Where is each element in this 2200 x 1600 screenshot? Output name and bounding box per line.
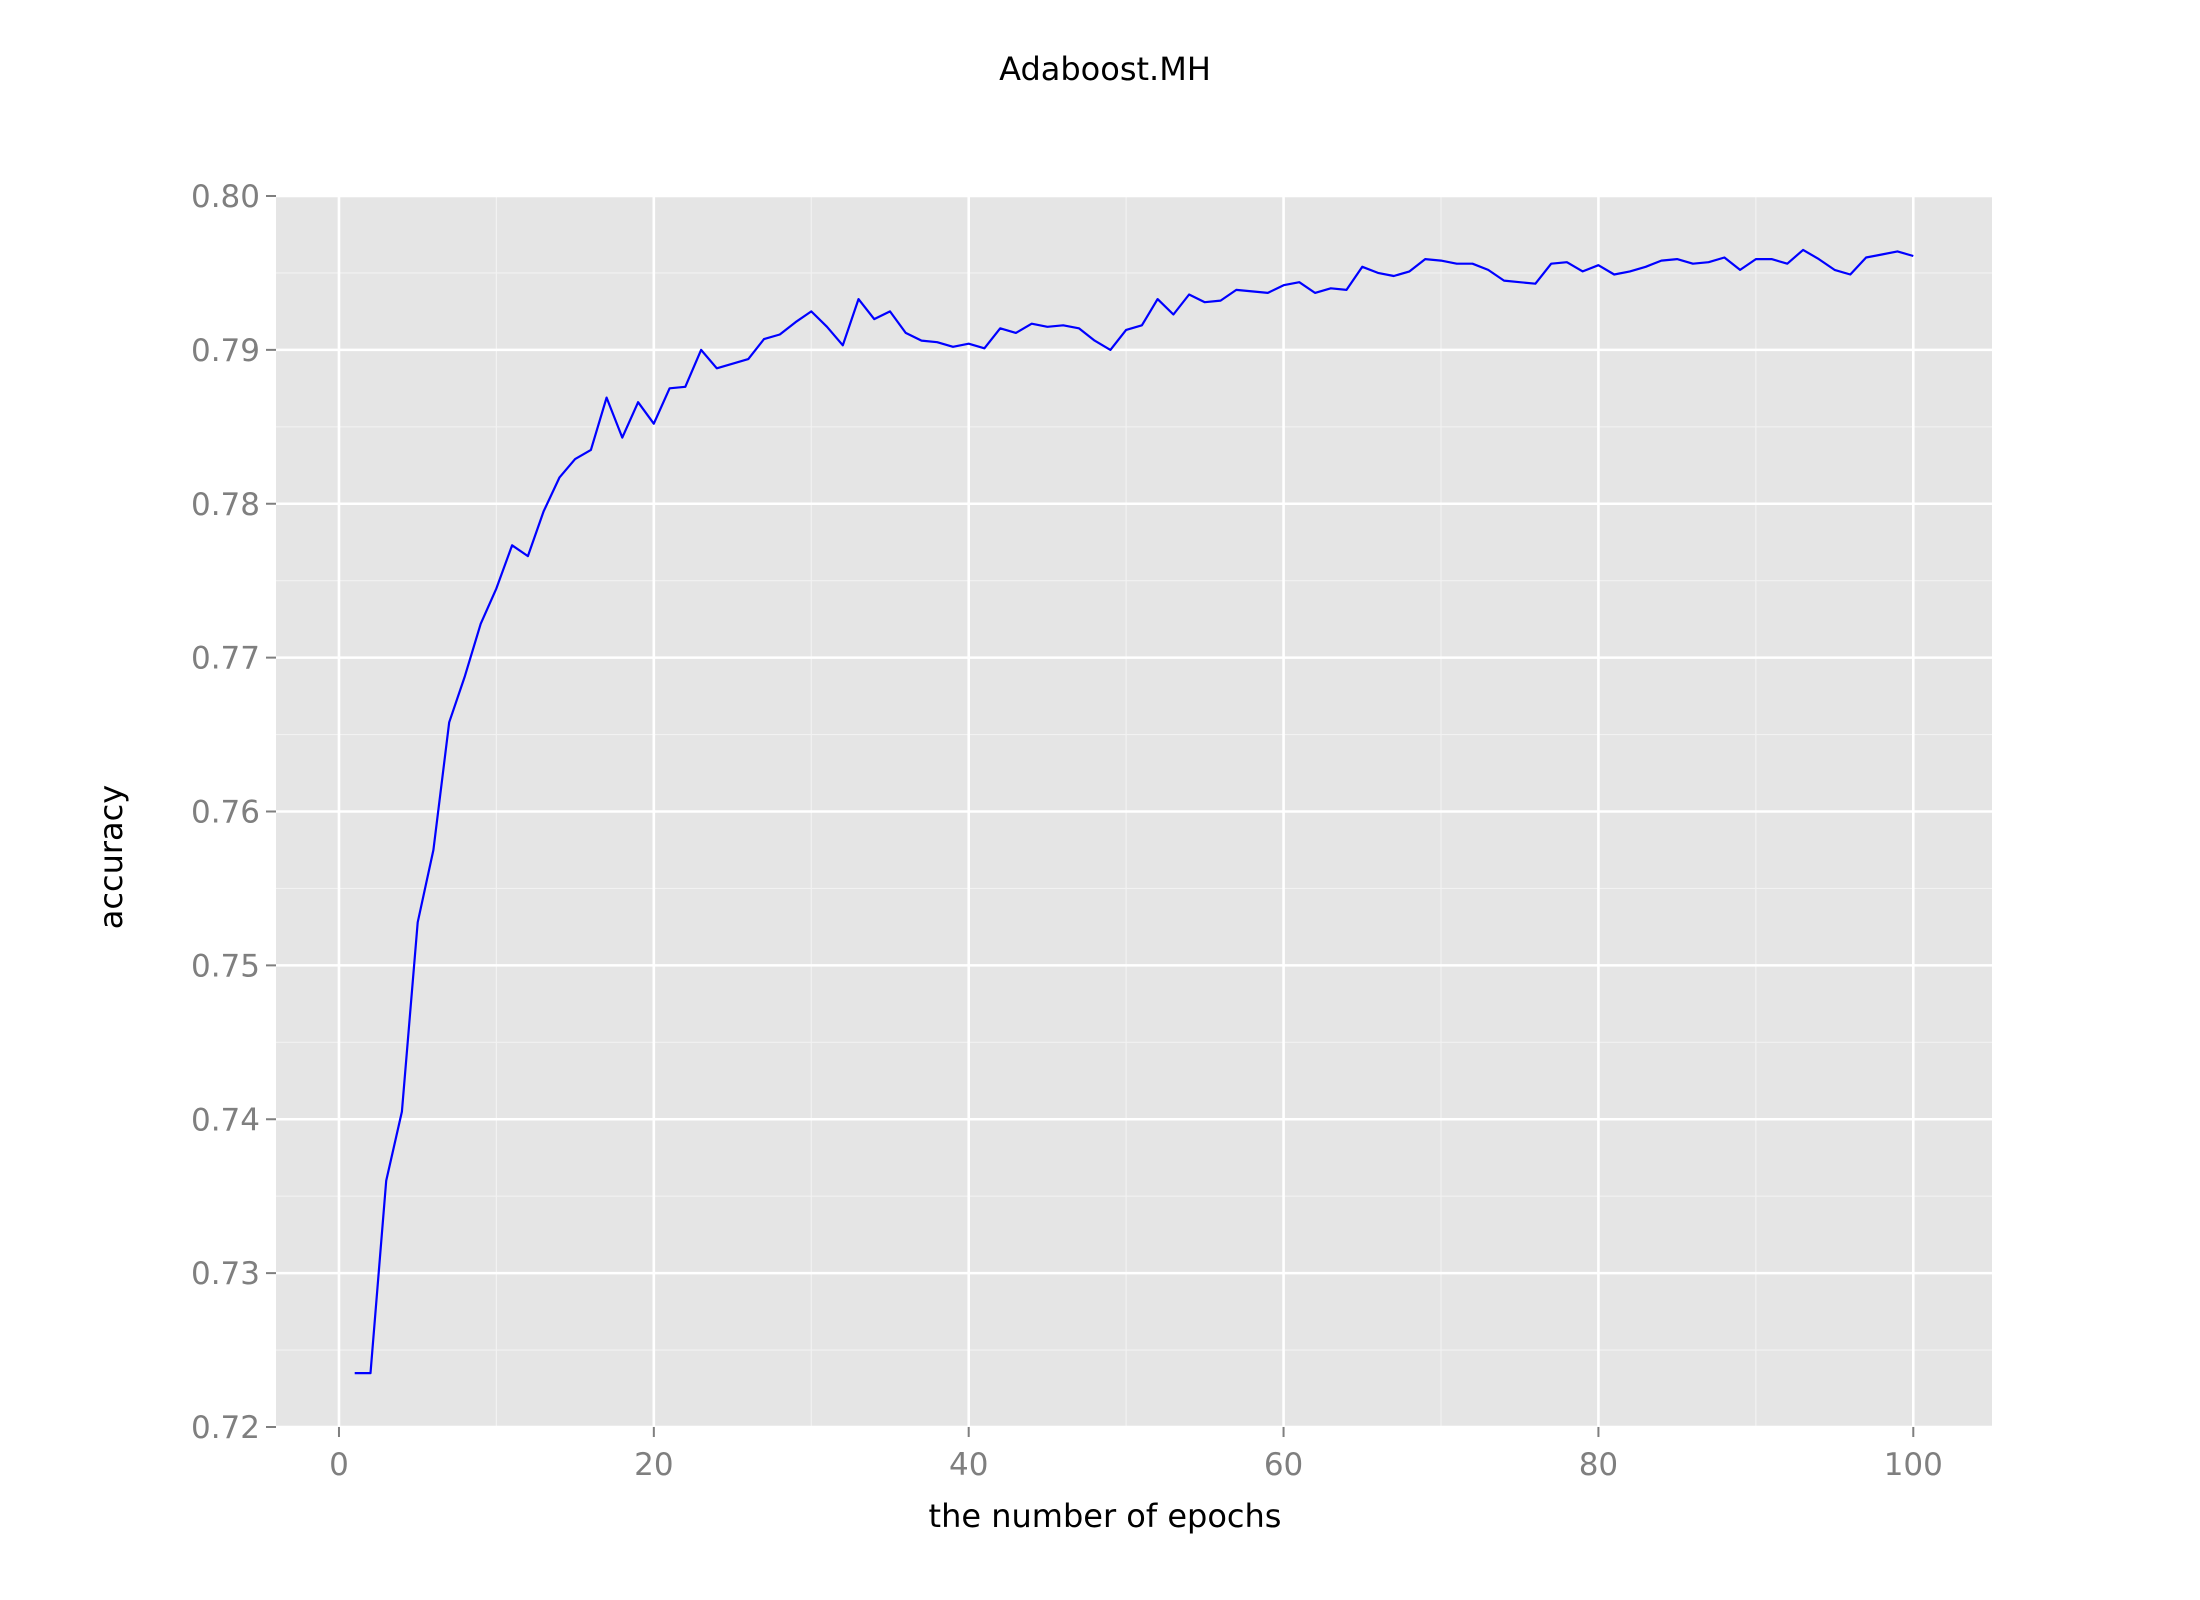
- y-tick-label: 0.79: [191, 333, 260, 369]
- y-axis-title: accuracy: [92, 785, 130, 929]
- x-tick-label: 40: [949, 1447, 988, 1483]
- y-tick-label: 0.75: [191, 948, 260, 984]
- x-tick-label: 60: [1264, 1447, 1303, 1483]
- y-tick-label: 0.73: [191, 1256, 260, 1292]
- y-axis-ticks: 0.72 0.73 0.74 0.75 0.76 0.77 0.78 0.79 0.80: [191, 179, 276, 1446]
- y-tick-label: 0.72: [191, 1410, 260, 1446]
- y-tick-label: 0.78: [191, 487, 260, 523]
- y-tick-label: 0.77: [191, 641, 260, 677]
- chart-title: Adaboost.MH: [999, 50, 1211, 88]
- y-tick-label: 0.76: [191, 795, 260, 831]
- accuracy-line: [354, 248, 1914, 1375]
- major-gridlines: [276, 194, 1992, 1429]
- x-tick-label: 20: [634, 1447, 673, 1483]
- x-tick-label: 100: [1884, 1447, 1943, 1483]
- y-tick-label: 0.80: [191, 179, 260, 215]
- x-axis-title: the number of epochs: [929, 1497, 1282, 1535]
- x-tick-label: 80: [1579, 1447, 1618, 1483]
- y-tick-label: 0.74: [191, 1102, 260, 1138]
- x-tick-label: 0: [329, 1447, 349, 1483]
- x-axis-ticks: 0 20 40 60 80 100: [329, 1427, 1943, 1483]
